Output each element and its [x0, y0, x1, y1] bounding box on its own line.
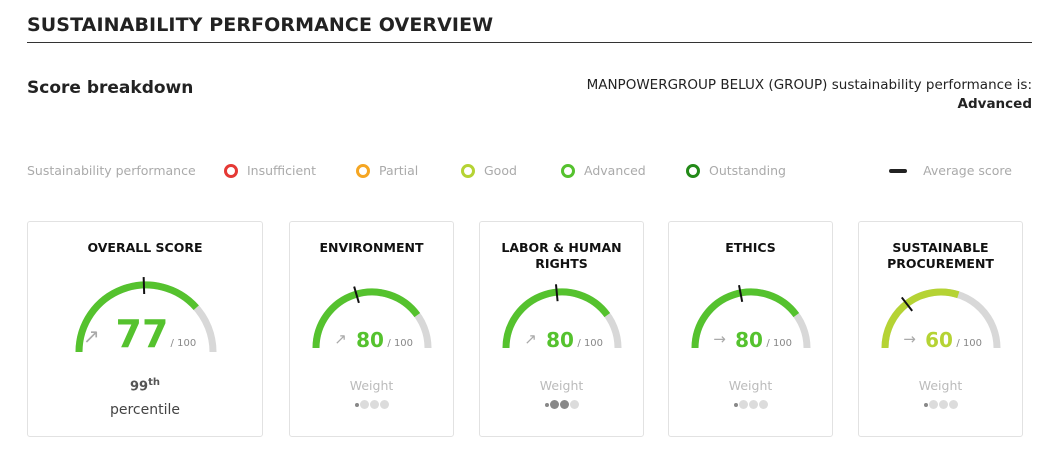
trend-arrow-up-right-icon: ↗ [334, 330, 347, 348]
gauge-value-arc [312, 288, 421, 349]
gauge-average-marker [738, 284, 744, 303]
percentile-value: 99th [28, 377, 262, 394]
card-title: LABOR & HUMAN RIGHTS [501, 240, 622, 271]
card-title: OVERALL SCORE [87, 240, 203, 255]
legend-item-outstanding: Outstanding [686, 163, 786, 178]
gauge-labor-human-rights: ↗ 80 / 100 [502, 284, 622, 352]
average-marker-icon [889, 168, 908, 173]
legend-item-label: Insufficient [247, 163, 316, 178]
weight-dot [354, 402, 359, 407]
gauge-environment: ↗ 80 / 100 [312, 286, 432, 352]
gauge-ethics: → 80 / 100 [691, 284, 811, 352]
weight-dot [369, 400, 379, 409]
weight-label: Weight [728, 378, 773, 393]
legend-item-label: Average score [923, 163, 1012, 178]
page-title: SUSTAINABILITY PERFORMANCE OVERVIEW [27, 14, 494, 36]
legend-item-good: Good [461, 163, 517, 178]
weight-dot [758, 400, 768, 409]
trend-arrow-right-icon: → [713, 330, 726, 348]
weight-dot [544, 402, 549, 407]
percentile-number: 99 [130, 379, 149, 395]
legend-item-label: Partial [379, 163, 419, 178]
weight-dot [948, 400, 958, 409]
title-divider [27, 42, 1032, 43]
legend-item-advanced: Advanced [561, 163, 646, 178]
weight-dot [738, 400, 748, 409]
weight-dot [549, 400, 559, 409]
score-max: / 100 [766, 338, 792, 349]
weight-label: Weight [539, 378, 584, 393]
weight-indicator [480, 400, 643, 409]
score-max: / 100 [956, 338, 982, 349]
trend-arrow-up-right-icon: ↗ [83, 324, 100, 348]
gauge-average-marker [554, 284, 559, 302]
card-environment: ENVIRONMENT ↗ 80 / 100 Weight [289, 221, 454, 437]
percentile-suffix: th [148, 377, 160, 388]
score-max: / 100 [171, 338, 197, 349]
legend-item-average: Average score [889, 163, 1012, 178]
performance-text: MANPOWERGROUP BELUX (GROUP) sustainabili… [586, 77, 1032, 93]
performance-summary: MANPOWERGROUP BELUX (GROUP) sustainabili… [587, 76, 1032, 114]
gauge-value-arc [691, 288, 800, 349]
weight-dot [559, 400, 569, 409]
section-title: Score breakdown [27, 78, 194, 98]
weight-indicator [290, 400, 453, 409]
weight-indicator [859, 400, 1022, 409]
outstanding-dot-icon [686, 163, 700, 178]
card-title: ENVIRONMENT [319, 240, 424, 255]
score-max: / 100 [387, 338, 413, 349]
card-title: SUSTAINABLE PROCUREMENT [887, 240, 994, 271]
trend-arrow-up-right-icon: ↗ [524, 330, 537, 348]
gauge-overall: ↗ 77 / 100 [75, 277, 217, 356]
legend: Sustainability performance Insufficient … [27, 163, 1012, 181]
gauge-value-arc [502, 288, 611, 349]
score-value: 80 [546, 328, 574, 352]
score-value: 80 [356, 328, 384, 352]
advanced-dot-icon [561, 163, 575, 178]
performance-level: Advanced [957, 96, 1032, 112]
card-labor-human-rights: LABOR & HUMAN RIGHTS ↗ 80 / 100 Weight [479, 221, 644, 437]
weight-dot [928, 400, 938, 409]
gauge-value-arc [75, 281, 199, 353]
weight-indicator [669, 400, 832, 409]
insufficient-dot-icon [224, 163, 238, 178]
legend-item-partial: Partial [356, 163, 418, 178]
legend-item-label: Good [484, 163, 517, 178]
gauge-sustainable-procurement: → 60 / 100 [881, 288, 1001, 352]
score-value: 80 [735, 328, 763, 352]
legend-item-insufficient: Insufficient [224, 163, 316, 178]
card-title: ETHICS [725, 240, 776, 255]
legend-item-label: Advanced [584, 163, 646, 178]
gauge-average-marker [900, 296, 913, 312]
weight-dot [733, 402, 738, 407]
gauge-value-arc [881, 288, 960, 349]
partial-dot-icon [356, 163, 370, 178]
weight-label: Weight [349, 378, 394, 393]
weight-dot [938, 400, 948, 409]
trend-arrow-right-icon: → [903, 330, 916, 348]
legend-item-label: Outstanding [709, 163, 786, 178]
card-overall-score: OVERALL SCORE ↗ 77 / 100 99th percentile [27, 221, 263, 437]
score-value: 77 [116, 312, 169, 356]
good-dot-icon [461, 163, 475, 178]
card-ethics: ETHICS → 80 / 100 Weight [668, 221, 833, 437]
percentile-label: percentile [109, 402, 180, 418]
gauge-average-marker [353, 286, 360, 304]
gauge-average-marker [142, 277, 146, 295]
weight-dot [569, 400, 579, 409]
card-sustainable-procurement: SUSTAINABLE PROCUREMENT → 60 / 100 Weigh… [858, 221, 1023, 437]
legend-label: Sustainability performance [27, 163, 196, 178]
score-max: / 100 [577, 338, 603, 349]
score-value: 60 [925, 328, 953, 352]
weight-label: Weight [918, 378, 963, 393]
weight-dot [923, 402, 928, 407]
weight-dot [359, 400, 369, 409]
weight-dot [379, 400, 389, 409]
weight-dot [748, 400, 758, 409]
